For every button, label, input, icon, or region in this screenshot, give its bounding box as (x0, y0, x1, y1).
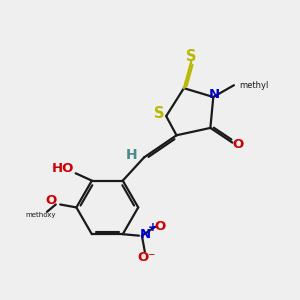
Text: S: S (186, 49, 196, 64)
Text: O⁻: O⁻ (137, 251, 155, 264)
Text: O: O (155, 220, 166, 233)
Text: +: + (147, 221, 157, 234)
Text: methoxy: methoxy (25, 212, 56, 218)
Text: O: O (232, 138, 243, 151)
Text: N: N (209, 88, 220, 100)
Text: H: H (126, 148, 138, 162)
Text: O: O (45, 194, 56, 207)
Text: HO: HO (52, 162, 74, 176)
Text: S: S (154, 106, 165, 121)
Text: N: N (140, 228, 151, 241)
Text: methyl: methyl (239, 81, 268, 90)
